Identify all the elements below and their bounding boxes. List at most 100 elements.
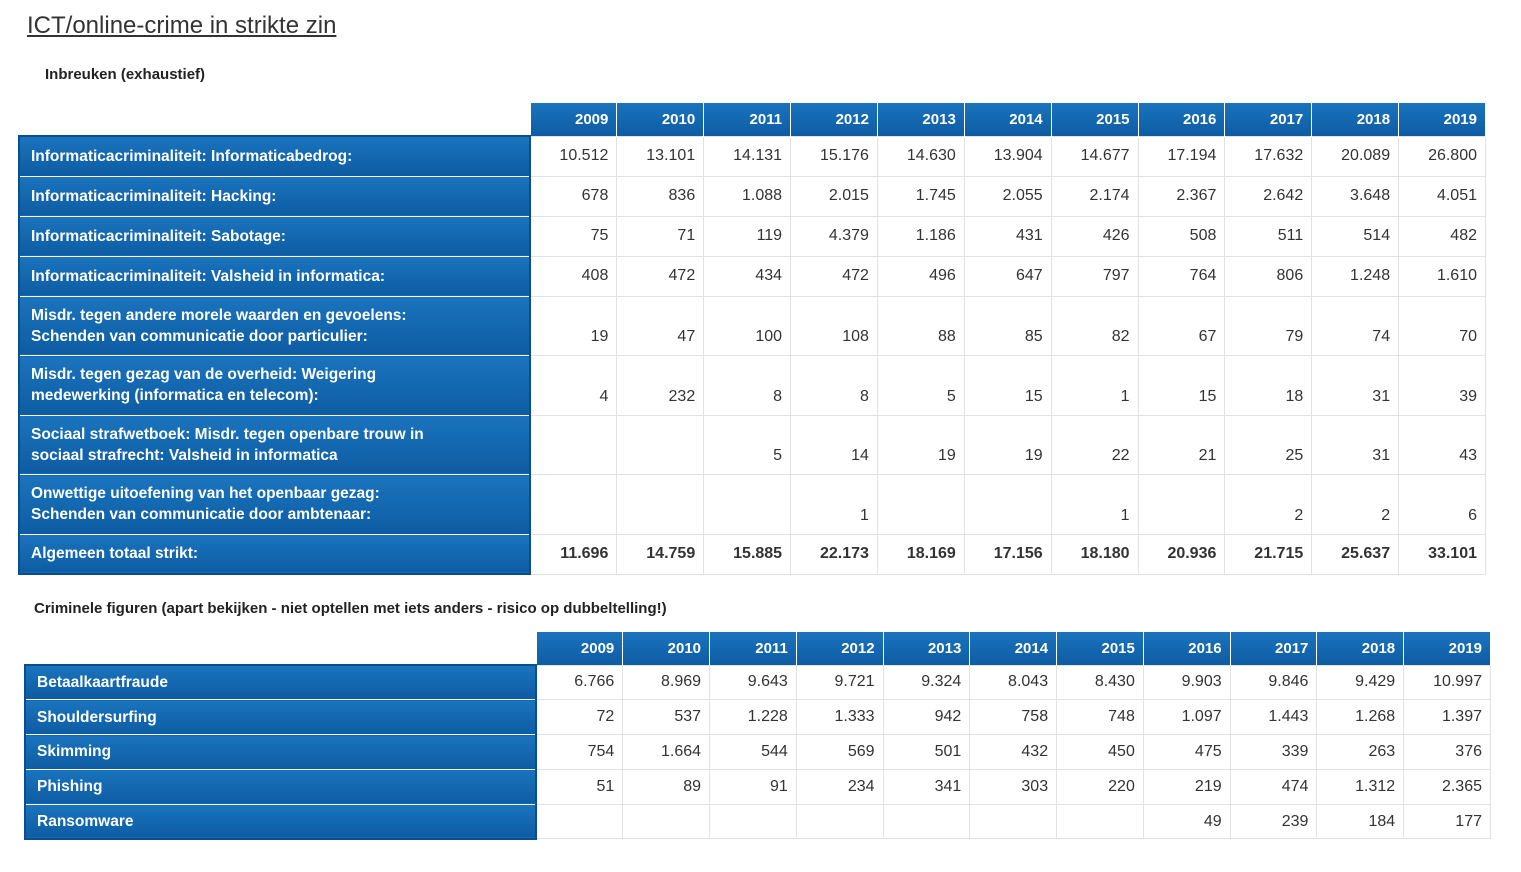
table-cell: 754 xyxy=(535,734,624,770)
table-cell xyxy=(969,803,1058,840)
table-cell: 100 xyxy=(703,295,792,356)
table-cell: 764 xyxy=(1137,255,1226,297)
table-cell: 647 xyxy=(963,255,1052,297)
table-cell: 1.228 xyxy=(709,699,797,736)
table-row: Informaticacriminaliteit: Informaticabed… xyxy=(18,135,1486,177)
table-cell: 18.169 xyxy=(876,533,965,575)
table-cell: 232 xyxy=(616,355,705,416)
page-title[interactable]: ICT/online-crime in strikte zin xyxy=(27,12,337,39)
table-cell: 14.630 xyxy=(876,135,965,177)
table-cell: 39 xyxy=(1398,355,1486,416)
table-row: Onwettige uitoefening van het openbaar g… xyxy=(18,474,1486,535)
year-header: 2012 xyxy=(790,103,878,136)
table-row: Informaticacriminaliteit: Hacking: 678 8… xyxy=(18,175,1486,217)
table-cell xyxy=(616,474,705,535)
table-cell: 9.324 xyxy=(882,664,971,701)
section-title-criminele-figuren: Criminele figuren (apart bekijken - niet… xyxy=(34,600,667,617)
table-row: Phishing 51 89 91 234 341 303 220 219 47… xyxy=(24,768,1491,805)
table-cell: 18 xyxy=(1224,355,1313,416)
row-label: Algemeen totaal strikt: xyxy=(18,533,531,575)
table-header-row: 2009 2010 2011 2012 2013 2014 2015 2016 … xyxy=(19,103,1486,136)
row-label: Informaticacriminaliteit: Hacking: xyxy=(18,175,531,217)
table-cell: 4.379 xyxy=(790,215,878,257)
table-cell: 472 xyxy=(790,255,878,297)
table-cell: 17.156 xyxy=(963,533,1052,575)
table-cell: 9.846 xyxy=(1229,664,1318,701)
table-cell: 1.333 xyxy=(795,699,884,736)
table-cell: 89 xyxy=(622,768,711,805)
table-cell: 3.648 xyxy=(1311,175,1400,217)
table-cell: 501 xyxy=(882,734,971,770)
table-cell: 25 xyxy=(1224,414,1313,475)
table-cell: 2.642 xyxy=(1224,175,1313,217)
table-cell: 836 xyxy=(616,175,705,217)
table-cell: 1.248 xyxy=(1311,255,1400,297)
table-row: Ransomware 49 239 184 177 xyxy=(24,803,1491,840)
table-row: Informaticacriminaliteit: Sabotage: 75 7… xyxy=(18,215,1486,257)
table-cell: 108 xyxy=(790,295,878,356)
table-cell: 496 xyxy=(876,255,965,297)
table-cell: 10.512 xyxy=(529,135,618,177)
table-cell: 177 xyxy=(1403,803,1491,840)
table-cell: 1.610 xyxy=(1398,255,1486,297)
header-corner xyxy=(25,632,536,665)
table-cell: 1 xyxy=(1050,474,1139,535)
table-cell: 25.637 xyxy=(1311,533,1400,575)
table-cell: 748 xyxy=(1056,699,1144,736)
table-cell: 2.055 xyxy=(963,175,1052,217)
table-row: Misdr. tegen gezag van de overheid: Weig… xyxy=(18,355,1486,416)
table-cell: 71 xyxy=(616,215,705,257)
table-cell: 26.800 xyxy=(1398,135,1486,177)
year-header: 2010 xyxy=(622,632,711,665)
table-cell: 1.186 xyxy=(876,215,965,257)
table-total-row: Algemeen totaal strikt: 11.696 14.759 15… xyxy=(18,533,1486,575)
table-cell: 8 xyxy=(790,355,878,416)
table-cell: 14.677 xyxy=(1050,135,1139,177)
year-header: 2010 xyxy=(616,103,705,136)
table-cell: 472 xyxy=(616,255,705,297)
table-cell: 15.176 xyxy=(790,135,878,177)
table-cell: 508 xyxy=(1137,215,1226,257)
table-cell: 544 xyxy=(709,734,797,770)
criminele-figuren-table: 2009 2010 2011 2012 2013 2014 2015 2016 … xyxy=(24,632,1491,840)
year-header: 2018 xyxy=(1316,632,1405,665)
row-label: Misdr. tegen gezag van de overheid: Weig… xyxy=(18,355,531,416)
table-cell: 31 xyxy=(1311,414,1400,475)
table-cell: 2.365 xyxy=(1403,768,1491,805)
table-cell: 13.904 xyxy=(963,135,1052,177)
table-cell xyxy=(529,414,618,475)
table-cell: 434 xyxy=(703,255,792,297)
year-header: 2009 xyxy=(529,103,618,136)
table-cell: 19 xyxy=(963,414,1052,475)
table-cell: 8.969 xyxy=(622,664,711,701)
row-label: Ransomware xyxy=(24,803,537,840)
table-cell: 79 xyxy=(1224,295,1313,356)
table-cell: 474 xyxy=(1229,768,1318,805)
table-row: Informaticacriminaliteit: Valsheid in in… xyxy=(18,255,1486,297)
table-cell: 1.312 xyxy=(1316,768,1405,805)
table-cell: 15 xyxy=(963,355,1052,416)
year-header: 2017 xyxy=(1229,632,1318,665)
year-header: 2009 xyxy=(535,632,624,665)
year-header: 2013 xyxy=(876,103,965,136)
table-row: Shouldersurfing 72 537 1.228 1.333 942 7… xyxy=(24,699,1491,736)
table-cell: 341 xyxy=(882,768,971,805)
table-cell: 14.131 xyxy=(703,135,792,177)
year-header: 2017 xyxy=(1224,103,1313,136)
table-cell: 21 xyxy=(1137,414,1226,475)
row-label-line: Misdr. tegen gezag van de overheid: Weig… xyxy=(31,366,377,384)
table-cell xyxy=(703,474,792,535)
year-header: 2013 xyxy=(882,632,971,665)
row-label: Informaticacriminaliteit: Valsheid in in… xyxy=(18,255,531,297)
table-cell: 234 xyxy=(795,768,884,805)
table-cell: 239 xyxy=(1229,803,1318,840)
year-header: 2011 xyxy=(709,632,797,665)
table-cell: 2.015 xyxy=(790,175,878,217)
year-header: 2019 xyxy=(1398,103,1486,136)
table-cell: 20.089 xyxy=(1311,135,1400,177)
table-cell: 9.903 xyxy=(1142,664,1231,701)
table-cell: 184 xyxy=(1316,803,1405,840)
table-cell: 1.745 xyxy=(876,175,965,217)
row-label-line: Misdr. tegen andere morele waarden en ge… xyxy=(31,306,407,324)
table-cell: 17.632 xyxy=(1224,135,1313,177)
